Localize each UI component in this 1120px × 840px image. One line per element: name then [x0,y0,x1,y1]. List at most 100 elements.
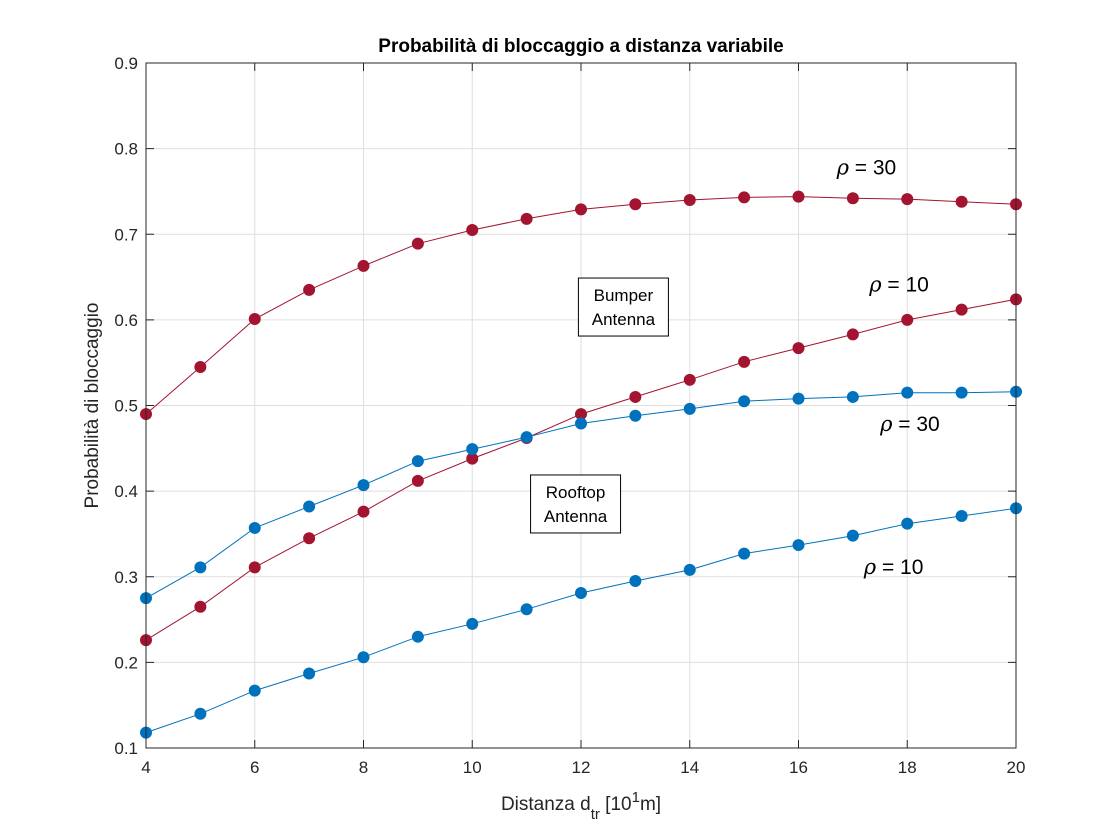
x-axis-label-subscript: tr [591,806,600,823]
x-tick-label: 8 [359,758,368,777]
y-tick-label: 0.7 [114,225,138,244]
x-tick-label: 14 [680,758,699,777]
data-point [955,386,968,399]
y-tick-label: 0.9 [114,54,138,73]
data-point [901,517,914,530]
text-box-line: Antenna [592,310,656,329]
y-tick-label: 0.2 [114,653,138,672]
data-point [629,198,642,211]
y-axis-label: Probabilità di bloccaggio [82,303,103,509]
rho-symbol: ρ [863,555,877,579]
data-point [357,505,370,518]
x-axis-label-superscript: 1 [632,789,640,806]
rho-annotation: ρ = 10 [863,555,924,579]
data-point [955,195,968,208]
rho-symbol: ρ [879,412,893,436]
rho-value: = 30 [892,413,939,436]
data-point [520,603,533,616]
rho-value: = 10 [876,556,923,579]
data-point [846,192,859,205]
y-tick-label: 0.5 [114,397,138,416]
data-point [194,360,207,373]
series-1 [140,190,1022,421]
rho-symbol: ρ [868,273,882,297]
y-tick-label: 0.8 [114,140,138,159]
data-point [955,509,968,522]
rho-symbol: ρ [836,155,850,179]
data-point [303,283,316,296]
x-axis-label-unit-prefix: [10 [600,794,632,815]
y-tick-label: 0.4 [114,482,138,501]
data-point [194,600,207,613]
data-point [248,521,261,534]
rho-annotation: ρ = 30 [879,412,940,436]
data-point [411,237,424,250]
data-point [520,431,533,444]
series-3 [140,385,1022,605]
text-box-line: Antenna [544,507,608,526]
series-layer [140,190,1022,739]
data-point [683,563,696,576]
data-point [411,474,424,487]
data-point [629,409,642,422]
data-point [683,402,696,415]
text-box-frame [530,474,622,534]
text-box-line: Rooftop [546,483,606,502]
data-point [575,587,587,600]
grid [145,62,1017,749]
data-point [738,395,751,408]
rho-annotation: ρ = 30 [836,155,897,179]
data-point [901,313,914,326]
series-4 [140,502,1022,739]
y-tick-label: 0.1 [114,739,138,758]
x-tick-label: 4 [141,758,150,777]
data-point [901,386,914,399]
x-tick-label: 10 [463,758,482,777]
data-point [792,392,805,405]
data-point [629,390,642,403]
y-tick-label: 0.6 [114,311,138,330]
data-point [466,223,479,236]
data-point [846,390,859,403]
data-point [466,443,479,456]
x-tick-label: 6 [250,758,259,777]
rho-value: = 30 [849,156,896,179]
data-point [357,651,370,664]
data-point [303,532,316,545]
data-point [846,328,859,341]
x-tick-label: 12 [572,758,591,777]
series-2 [140,293,1022,647]
data-point [792,539,805,552]
data-point [194,561,207,574]
antenna-text-box: Bumper Antenna [577,277,669,337]
data-point [738,355,751,368]
data-point [357,479,370,492]
data-point [901,193,914,206]
data-point [248,313,261,326]
antenna-text-box: Rooftop Antenna [530,474,622,534]
ticks: 4 6 8 10 12 14 16 18 20 0.1 0.2 0.3 0.4 0.5 0.6 0.7 0.8 0… [114,54,1025,777]
text-box-frame [577,277,669,337]
data-point [738,547,751,560]
x-tick-label: 16 [789,758,808,777]
data-point [683,373,696,386]
x-axis-label-unit-suffix: m] [640,794,661,815]
data-point [466,452,479,465]
data-point [792,190,805,203]
data-point [303,667,316,680]
chart-title: Probabilità di bloccaggio a distanza var… [378,36,783,57]
data-point [357,259,370,272]
annotations: ρ = 30ρ = 10ρ = 30ρ = 10BumperAntennaRoo… [530,155,940,579]
rho-value: = 10 [882,274,929,297]
x-tick-label: 18 [898,758,917,777]
data-point [955,303,968,316]
data-point [575,417,587,430]
data-point [194,707,207,720]
data-point [683,194,696,206]
data-point [520,212,533,225]
data-point [411,455,424,468]
x-axis-label-main: Distanza d [501,794,591,815]
data-point [738,191,751,204]
y-tick-label: 0.3 [114,568,138,587]
